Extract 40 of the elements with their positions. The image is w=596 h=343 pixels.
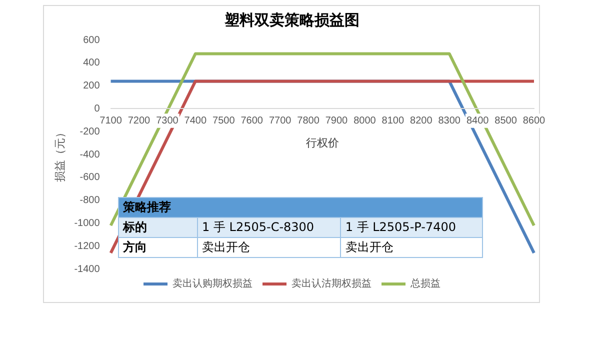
x-tick-label: 8300	[438, 115, 461, 126]
x-tick-label: 7200	[128, 115, 151, 126]
x-tick-label: 7500	[212, 115, 236, 126]
y-tick-label: -1000	[74, 218, 100, 229]
y-tick-label: -200	[80, 126, 100, 138]
annotation: 策略推荐	[118, 198, 482, 218]
annotation: 标的	[118, 218, 198, 238]
y-axis-title: 损益（元）	[54, 127, 67, 182]
legend-label: 总损益	[410, 278, 440, 290]
y-tick-label: 600	[83, 34, 100, 46]
y-tick-label: -800	[80, 195, 100, 206]
y-tick-label: -1200	[74, 240, 100, 252]
annotation: 方向	[118, 238, 198, 258]
y-tick-label: 0	[94, 103, 100, 114]
x-tick-label: 8100	[382, 115, 404, 126]
x-tick-label: 8400	[466, 115, 490, 126]
annotation: 1 手 L2505-C-8300	[198, 218, 341, 238]
y-tick-label: -400	[80, 149, 100, 160]
x-tick-label: 8500	[494, 115, 518, 126]
y-tick-label: 200	[83, 80, 100, 92]
x-tick-label: 8600	[522, 115, 546, 126]
x-tick-label: 7800	[297, 115, 320, 126]
x-tick-label: 7100	[100, 115, 122, 126]
y-tick-label: 400	[83, 58, 100, 69]
legend-label: 卖出认购期权损益	[172, 278, 252, 290]
x-tick-label: 7600	[240, 115, 264, 126]
x-tick-label: 7900	[325, 115, 348, 126]
annotation: 卖出开仓	[340, 238, 482, 258]
y-tick-label: -600	[80, 172, 100, 184]
chart-title: 塑料双卖策略损益图	[224, 10, 360, 29]
x-tick-label: 7400	[184, 115, 207, 126]
annotation: 卖出开仓	[198, 238, 341, 258]
x-tick-label: 8200	[410, 115, 433, 126]
y-tick-label: -1400	[74, 264, 100, 275]
annotation: 1 手 L2505-P-7400	[340, 218, 482, 238]
x-tick-label: 7700	[268, 115, 292, 126]
legend-label: 卖出认沽期权损益	[292, 278, 372, 290]
x-tick-label: 8000	[354, 115, 376, 126]
x-tick-label: 7300	[156, 115, 179, 126]
x-axis-title: 行权价	[306, 137, 339, 150]
